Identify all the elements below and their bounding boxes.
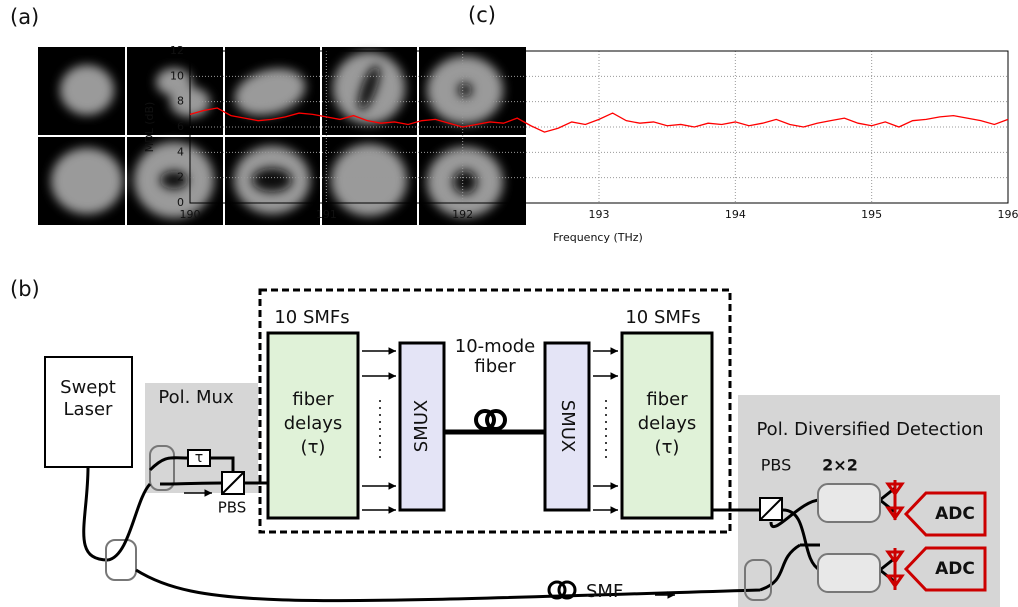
x-tick-label: 195 <box>861 208 882 221</box>
label: PBS <box>761 456 792 475</box>
label: ADC <box>935 504 975 524</box>
label: PBS <box>218 499 247 517</box>
label: delays <box>284 413 343 434</box>
y-tick-label: 2 <box>177 171 184 184</box>
figure: (a) (c) (b) MD <box>0 0 1018 607</box>
y-tick-label: 4 <box>177 145 184 158</box>
label: 10 SMFs <box>274 307 349 328</box>
label: 10-mode <box>455 336 535 357</box>
panel-label: (a) <box>10 5 39 29</box>
x-axis-label: Frequency (THz) <box>553 231 643 244</box>
x-tick-label: 192 <box>452 208 473 221</box>
label: 10 SMFs <box>625 307 700 328</box>
label: SMUX <box>557 400 578 452</box>
label: ADC <box>935 559 975 579</box>
x-tick-label: 191 <box>316 208 337 221</box>
label: τ <box>195 450 203 466</box>
label: fiber <box>474 356 516 377</box>
y-tick-label: 10 <box>170 69 184 82</box>
label: delays <box>638 413 697 434</box>
label: SMF <box>586 581 623 602</box>
y-tick-label: 6 <box>177 120 184 133</box>
label: Pol. Diversified Detection <box>756 419 983 440</box>
page: {"panels": {"a": "(a)", "b": "(b)", "c":… <box>0 0 1018 607</box>
panel-label: (c) <box>468 3 496 27</box>
setup-diagram: Swept Laser Pol. Mux τ PBS 10 SMFs 10 SM… <box>45 290 1000 607</box>
label: fiber <box>646 389 688 410</box>
label: Laser <box>64 399 114 420</box>
label: (τ) <box>301 437 326 458</box>
label: 2×2 <box>822 456 858 475</box>
y-tick-label: 12 <box>170 44 184 57</box>
x-tick-label: 190 <box>180 208 201 221</box>
label: SMUX <box>411 400 432 452</box>
x-tick-label: 196 <box>998 208 1018 221</box>
label: Pol. Mux <box>158 387 234 408</box>
mode-images <box>38 47 526 225</box>
y-axis-label: MDL (dB) <box>143 102 156 153</box>
x-tick-label: 194 <box>725 208 746 221</box>
panel-label: (b) <box>10 277 40 301</box>
label: fiber <box>292 389 334 410</box>
label: Swept <box>60 377 116 398</box>
label: (τ) <box>655 437 680 458</box>
x-tick-label: 193 <box>589 208 610 221</box>
y-tick-label: 8 <box>177 95 184 108</box>
